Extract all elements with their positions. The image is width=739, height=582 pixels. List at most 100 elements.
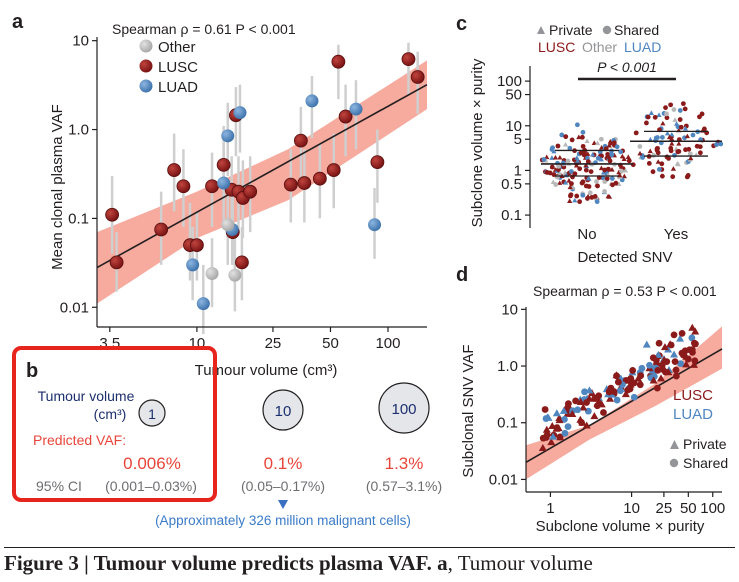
panel-a-xtick-label: 25 <box>265 335 282 352</box>
predicted-vaf-1: 0.006% <box>123 454 181 473</box>
panel-c-xlabel: Detected SNV <box>577 249 672 266</box>
swarm-point-shared <box>609 152 615 158</box>
legend-d-shared: Shared <box>683 455 728 471</box>
ci-value-1: (0.001–0.03%) <box>105 478 197 494</box>
scatter-point-shared <box>658 361 666 369</box>
swarm-point-private <box>676 141 682 146</box>
swarm-point-private <box>675 161 681 167</box>
volume-unit: (cm³) <box>94 406 127 422</box>
swarm-point-shared <box>645 114 651 120</box>
swarm-point-shared <box>678 124 684 130</box>
panel-b-highlight-box <box>12 346 217 502</box>
swarm-point-shared <box>568 169 574 174</box>
swarm-point-private <box>567 198 573 203</box>
panel-a-ytick-label: 0.1 <box>68 210 89 227</box>
swarm-point-shared <box>594 199 600 205</box>
panel-a-legend: Other LUSC LUAD <box>139 39 198 96</box>
swarm-point-shared <box>577 166 583 172</box>
swarm-point-shared <box>654 146 660 152</box>
caption-text: , Tumour volume <box>447 551 593 575</box>
swarm-point-shared <box>633 130 639 136</box>
data-point-luad <box>305 94 319 108</box>
swarm-point-private <box>606 142 612 148</box>
scatter-point-shared <box>653 384 661 392</box>
swarm-point-private <box>576 134 582 140</box>
swarm-point-shared <box>595 155 601 161</box>
legend-d-private: Private <box>683 436 727 452</box>
scatter-point-shared <box>688 334 696 342</box>
swarm-point-private <box>622 167 629 173</box>
scatter-point-shared <box>655 339 663 347</box>
data-point-lusc <box>243 184 258 199</box>
panel-c-category-label: No <box>577 226 596 243</box>
scatter-point-shared <box>663 358 671 366</box>
shared-circle-icon <box>602 25 612 35</box>
swarm-point-private <box>607 138 613 144</box>
swarm-point-shared <box>668 148 674 154</box>
legend-d-luad: LUAD <box>673 406 713 423</box>
predicted-label: Predicted VAF: <box>33 432 126 448</box>
swarm-point-shared <box>574 122 580 128</box>
swarm-point-shared <box>580 143 586 149</box>
swarm-point-private <box>669 136 675 141</box>
scatter-point-shared <box>637 372 645 380</box>
swarm-point-shared <box>594 179 599 184</box>
swarm-point-shared <box>718 141 724 147</box>
swarm-point-private <box>656 112 662 118</box>
data-point-lusc <box>297 176 312 190</box>
panel-c-ytick-label: 50 <box>505 87 522 104</box>
scatter-point-private <box>544 413 553 421</box>
data-point-lusc <box>235 255 249 270</box>
scatter-point-shared <box>677 360 684 368</box>
swarm-point-shared <box>714 142 719 148</box>
swarm-point-private <box>557 154 563 160</box>
scatter-point-private <box>690 360 699 368</box>
swarm-point-shared <box>550 145 555 151</box>
scatter-point-private <box>576 398 585 406</box>
panel-a-xtick-label: 100 <box>375 335 400 352</box>
swarm-point-shared <box>598 136 604 142</box>
scatter-point-shared <box>613 372 620 380</box>
swarm-point-private <box>594 140 601 146</box>
panel-d-legend: LUSC LUAD Private Shared <box>669 387 728 471</box>
data-point-lusc <box>216 158 231 172</box>
panel-d-xtick-label: 10 <box>623 500 640 517</box>
panel-c-ytick-label: 0.1 <box>501 207 522 224</box>
volume-value-1: 1 <box>148 406 156 422</box>
scatter-point-shared <box>583 399 590 406</box>
data-point-lusc <box>331 54 346 69</box>
swarm-point-private <box>574 158 581 163</box>
scatter-point-private <box>670 350 679 358</box>
scatter-point-shared <box>646 361 653 369</box>
data-point-luad <box>233 106 247 120</box>
scatter-point-shared <box>541 406 549 413</box>
scatter-point-shared <box>691 357 699 365</box>
data-point-lusc <box>205 179 219 194</box>
panel-c-category-label: Yes <box>664 226 688 243</box>
ci-band <box>526 326 722 480</box>
swarm-point-shared <box>605 166 611 172</box>
swarm-point-shared <box>644 120 649 126</box>
swarm-point-private <box>598 145 605 150</box>
swarm-point-shared <box>579 134 585 140</box>
swarm-point-shared <box>686 146 692 152</box>
swarm-point-private <box>551 148 557 154</box>
legend-c-other: Other <box>582 39 617 55</box>
swarm-point-private <box>594 181 600 187</box>
swarm-point-shared <box>589 194 595 200</box>
scatter-point-private <box>547 438 556 446</box>
swarm-point-shared <box>687 151 693 157</box>
data-point-other <box>221 218 235 232</box>
panel-d-ytick-label: 0.1 <box>497 415 518 432</box>
swarm-point-private <box>550 164 556 169</box>
swarm-point-shared <box>613 180 619 186</box>
volume-column-1: 1 0.006% (0.001–0.03%) <box>105 399 197 494</box>
scatter-point-shared <box>670 331 678 339</box>
panel-c-ylabel: Subclone volume × purity <box>469 58 486 227</box>
swarm-point-shared <box>568 192 574 198</box>
swarm-point-shared <box>609 176 615 181</box>
scatter-point-shared <box>630 393 638 401</box>
swarm-point-shared <box>676 148 682 154</box>
regression-line <box>525 348 723 464</box>
panel-a-ytick-label: 0.01 <box>60 299 89 316</box>
